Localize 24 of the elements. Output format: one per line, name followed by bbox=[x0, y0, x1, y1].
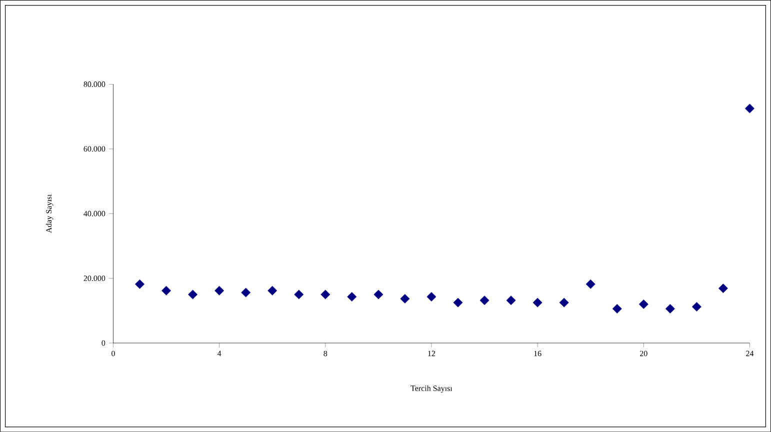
point bbox=[638, 299, 648, 309]
point bbox=[426, 292, 436, 302]
point bbox=[586, 279, 596, 289]
point bbox=[692, 302, 702, 312]
point bbox=[347, 292, 357, 302]
point bbox=[559, 298, 569, 308]
point bbox=[294, 290, 304, 300]
point bbox=[320, 290, 330, 300]
point bbox=[506, 295, 516, 305]
point bbox=[612, 304, 622, 314]
point bbox=[374, 290, 384, 300]
point bbox=[214, 286, 224, 296]
point bbox=[453, 298, 463, 308]
point bbox=[744, 104, 754, 114]
point bbox=[134, 279, 144, 289]
point bbox=[241, 288, 251, 298]
point bbox=[480, 295, 490, 305]
point bbox=[162, 286, 172, 296]
point bbox=[532, 298, 542, 308]
point bbox=[718, 284, 728, 293]
point bbox=[268, 286, 278, 296]
point bbox=[400, 294, 410, 304]
point bbox=[188, 290, 198, 300]
point bbox=[665, 304, 675, 314]
